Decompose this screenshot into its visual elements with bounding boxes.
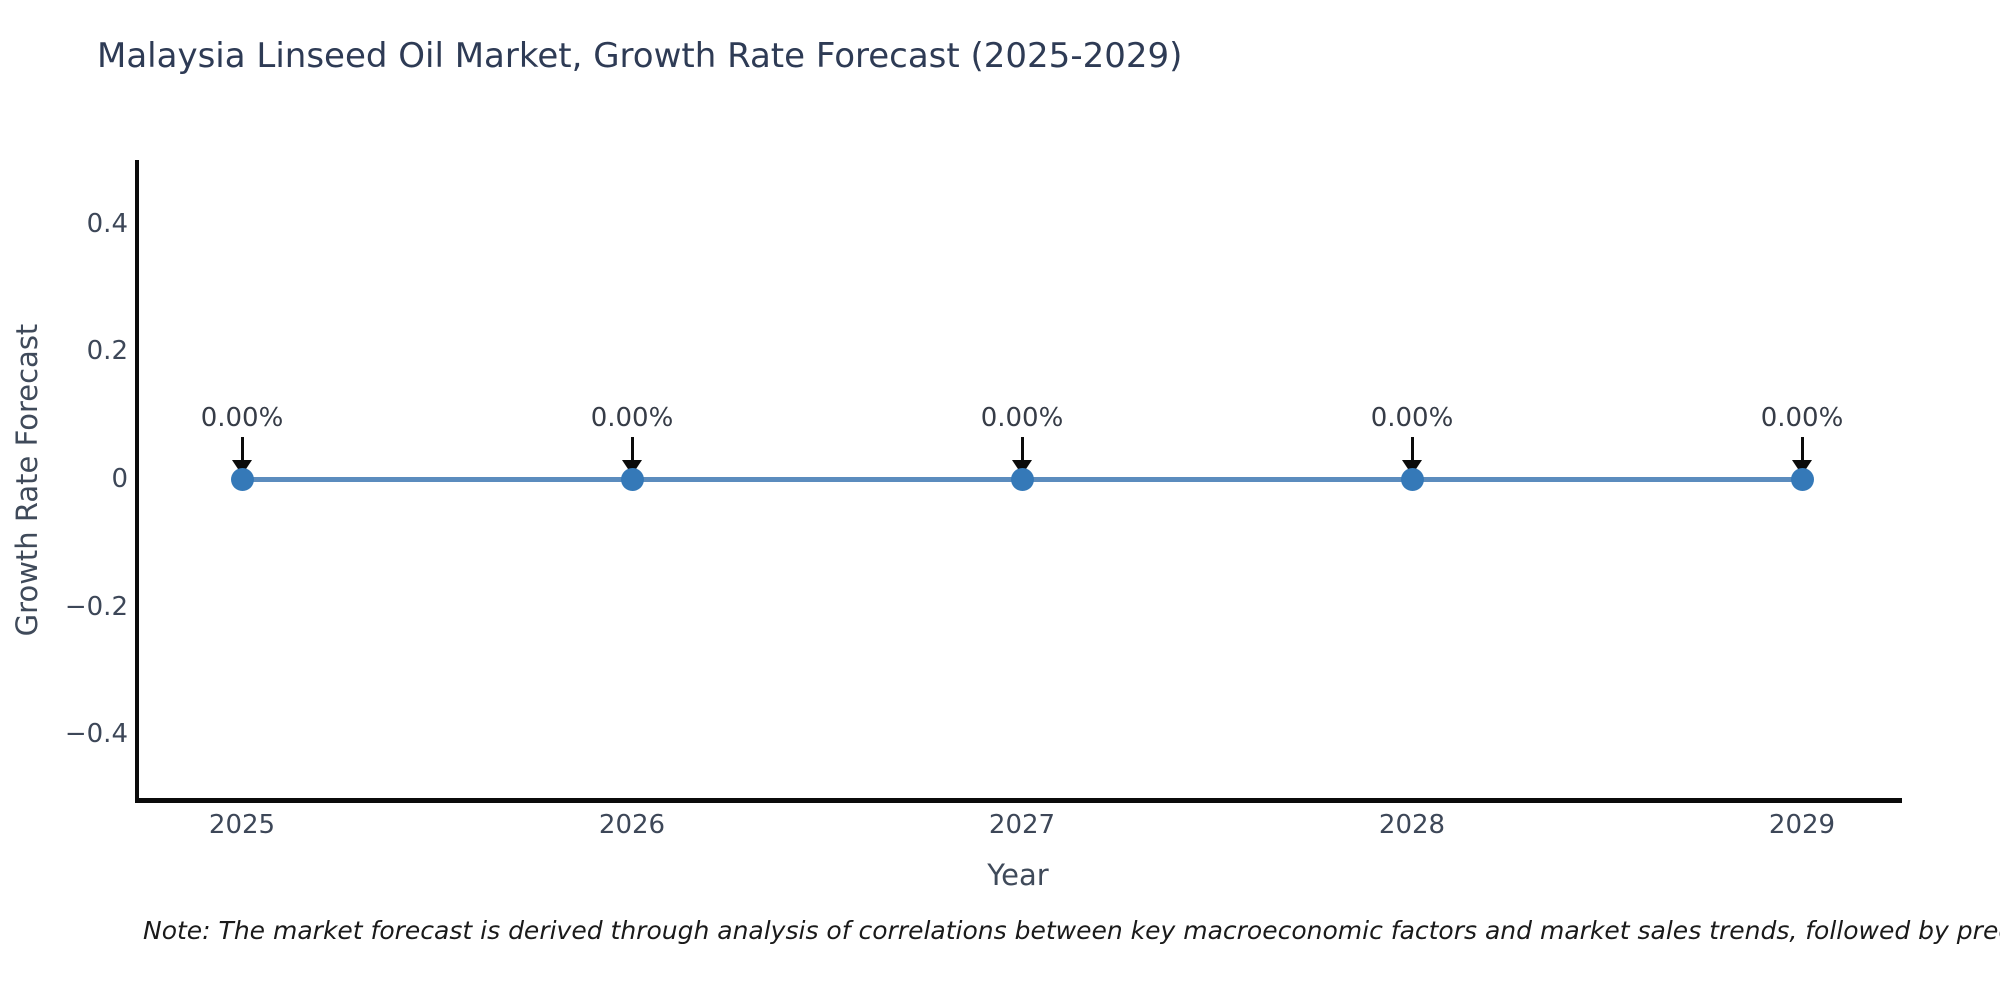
x-tick-label: 2029 bbox=[1768, 810, 1836, 840]
x-axis-title: Year bbox=[987, 858, 1049, 892]
point-annotation-label: 0.00% bbox=[200, 403, 284, 433]
point-annotation-label: 0.00% bbox=[590, 403, 674, 433]
chart-title: Malaysia Linseed Oil Market, Growth Rate… bbox=[97, 36, 1183, 76]
annotation-arrow-shaft bbox=[1800, 437, 1804, 462]
x-axis-line bbox=[135, 798, 1902, 803]
point-annotation-label: 0.00% bbox=[1370, 403, 1454, 433]
annotation-arrow-shaft bbox=[240, 437, 244, 462]
y-tick-label: 0.4 bbox=[86, 208, 128, 239]
data-point-marker bbox=[230, 467, 254, 491]
x-tick-label: 2025 bbox=[208, 810, 276, 840]
annotation-arrow-shaft bbox=[1410, 437, 1414, 462]
data-point-marker bbox=[1790, 467, 1814, 491]
y-axis-line bbox=[135, 160, 139, 803]
point-annotation-label: 0.00% bbox=[1760, 403, 1844, 433]
x-tick-label: 2027 bbox=[988, 810, 1056, 840]
y-tick-label: 0.2 bbox=[86, 336, 128, 367]
annotation-arrow-shaft bbox=[1020, 437, 1024, 462]
annotation-arrow-shaft bbox=[630, 437, 634, 462]
y-tick-label: 0 bbox=[111, 464, 128, 494]
data-point-marker bbox=[1010, 467, 1034, 491]
x-tick-label: 2028 bbox=[1378, 810, 1446, 840]
y-tick-label: −0.4 bbox=[64, 719, 128, 750]
y-tick-label: −0.2 bbox=[64, 591, 128, 622]
data-point-marker bbox=[620, 467, 644, 491]
x-tick-label: 2026 bbox=[598, 810, 666, 840]
data-point-marker bbox=[1400, 467, 1424, 491]
point-annotation-label: 0.00% bbox=[980, 403, 1064, 433]
footnote: Note: The market forecast is derived thr… bbox=[143, 916, 2000, 945]
